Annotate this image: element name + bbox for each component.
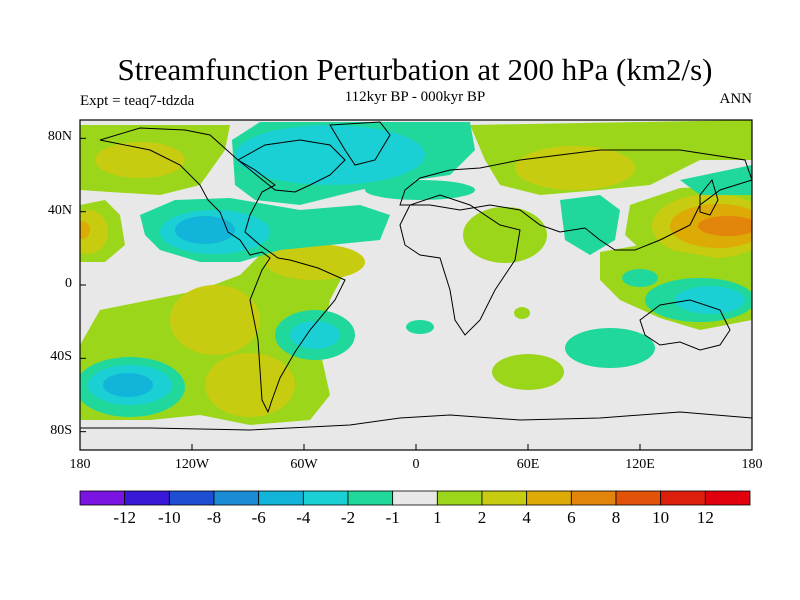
lon-tick-label: 60E	[516, 457, 540, 472]
greenland-coastline	[329, 121, 391, 166]
colorbar-swatch	[258, 490, 304, 506]
experiment-label: Expt = teaq7-tdzda	[80, 93, 195, 109]
colorbar-swatch	[168, 490, 215, 506]
lat-tick-label: 40S	[50, 349, 72, 365]
australia-coastline	[639, 299, 731, 351]
colorbar-swatch	[570, 490, 617, 506]
colorbar-label: 1	[433, 508, 442, 527]
colorbar-label: -8	[206, 508, 222, 527]
axis-ticks	[79, 137, 753, 450]
colorbar-label: 2	[477, 508, 487, 527]
colorbar-swatch	[526, 490, 572, 506]
colorbar-swatch	[481, 490, 528, 506]
colorbar-label: 10	[652, 508, 670, 527]
colorbar	[79, 490, 751, 506]
africa-coastline	[399, 194, 521, 336]
lat-tick-label: 0	[65, 276, 72, 291]
lon-tick-label: 180	[69, 457, 91, 472]
coastlines	[80, 121, 752, 431]
colorbar-swatch	[124, 490, 170, 506]
lon-tick-label: 60W	[290, 457, 318, 472]
colorbar-swatch	[704, 490, 751, 506]
lat-tick-label: 80S	[50, 422, 72, 438]
colorbar-label: -10	[157, 508, 181, 527]
colorbar-swatch	[213, 490, 260, 506]
lat-tick-label: 80N	[47, 129, 72, 145]
lon-tick-label: 120W	[174, 457, 210, 472]
canada-coastline	[237, 139, 346, 193]
season-label: ANN	[719, 91, 753, 107]
colorbar-swatch	[302, 490, 349, 506]
lon-tick-label: 120E	[625, 457, 655, 472]
colorbar-label: -4	[296, 508, 311, 527]
colorbar-swatch	[347, 490, 394, 506]
colorbar-label: -2	[340, 508, 356, 527]
eurasia-coastline	[399, 149, 752, 251]
colorbar-swatch	[436, 490, 483, 506]
colorbar-label: -12	[113, 508, 136, 527]
colorbar-swatch	[392, 490, 438, 506]
lat-tick-label: 40N	[47, 202, 72, 218]
lon-tick-label: 0	[412, 457, 420, 472]
colorbar-swatch	[615, 490, 662, 506]
map-field	[80, 120, 752, 450]
colorbar-swatch	[660, 490, 706, 506]
chart-subtitle: 112kyr BP - 000kyr BP	[344, 89, 486, 105]
colorbar-swatch	[79, 490, 126, 506]
negative-anomalies	[80, 122, 752, 417]
colorbar-label: 4	[522, 508, 531, 527]
antarctica-coastline	[80, 411, 752, 431]
colorbar-label: 12	[696, 508, 714, 527]
americas-coastline	[99, 127, 346, 414]
colorbar-label: -1	[385, 508, 400, 527]
colorbar-label: -6	[251, 508, 266, 527]
lon-tick-label: 180	[741, 457, 763, 472]
chart-title: Streamfunction Perturbation at 200 hPa (…	[117, 52, 713, 87]
colorbar-label: 6	[567, 508, 576, 527]
japan-coastline	[699, 178, 719, 216]
colorbar-label: 8	[611, 508, 621, 527]
